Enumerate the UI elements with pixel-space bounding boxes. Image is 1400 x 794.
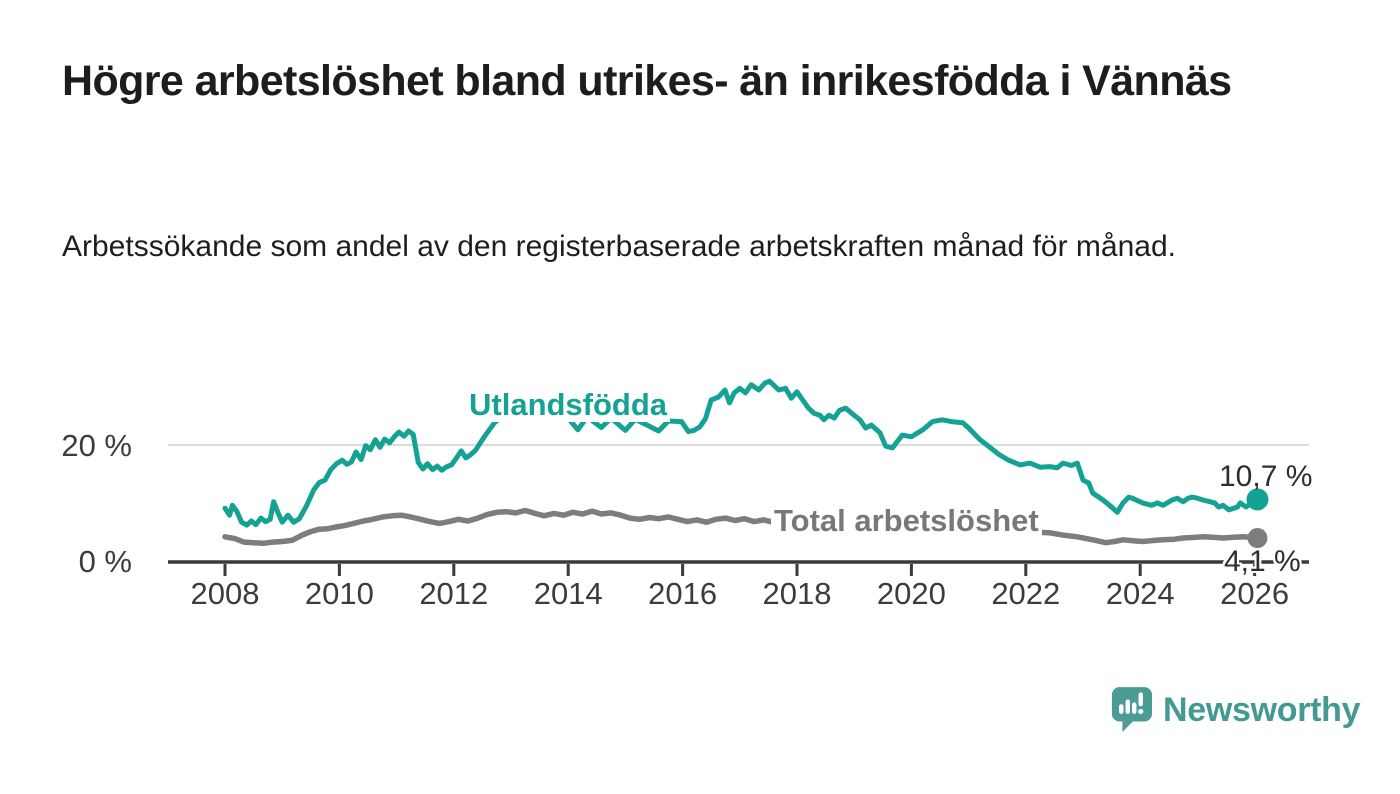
x-axis-tick-label: 2018	[763, 576, 832, 611]
y-axis-label-20: 20 %	[61, 428, 132, 463]
series-label-total-arbetsloshet: Total arbetslöshet	[771, 504, 1042, 538]
y-axis-label-0: 0 %	[78, 544, 132, 579]
x-axis-tick-label: 2014	[534, 576, 603, 611]
newsworthy-wordmark: Newsworthy	[1163, 690, 1361, 729]
x-axis-tick-label: 2026	[1220, 576, 1289, 611]
page-subtitle: Arbetssökande som andel av den registerb…	[62, 230, 1176, 263]
end-dot-utlandsfodda	[1246, 488, 1269, 511]
page-title: Högre arbetslöshet bland utrikes- än inr…	[62, 57, 1232, 105]
series-line-utlandsfodda	[222, 378, 1260, 528]
x-axis-tick-label: 2010	[305, 576, 374, 611]
x-axis-tick-label: 2020	[877, 576, 946, 611]
x-axis-tick-label: 2008	[191, 576, 260, 611]
x-axis-tick-label: 2016	[648, 576, 717, 611]
end-value-total-arbetsloshet: 4,1 %	[1224, 545, 1301, 578]
series-line-total	[222, 507, 1261, 547]
newsworthy-speech-bubble-chart-icon	[1111, 687, 1152, 732]
end-dot-total	[1247, 528, 1268, 549]
x-axis-tick-label: 2012	[419, 576, 488, 611]
end-value-utlandsfodda: 10,7 %	[1219, 460, 1313, 493]
series-label-utlandsfodda: Utlandsfödda	[466, 388, 671, 422]
newsworthy-logo: Newsworthy	[1110, 686, 1361, 734]
x-axis-tick-label: 2024	[1106, 576, 1175, 611]
x-axis-tick-label: 2022	[991, 576, 1060, 611]
